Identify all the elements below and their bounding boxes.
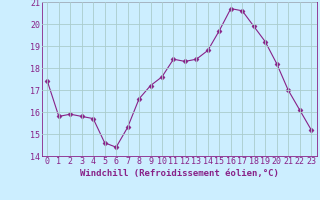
X-axis label: Windchill (Refroidissement éolien,°C): Windchill (Refroidissement éolien,°C) — [80, 169, 279, 178]
